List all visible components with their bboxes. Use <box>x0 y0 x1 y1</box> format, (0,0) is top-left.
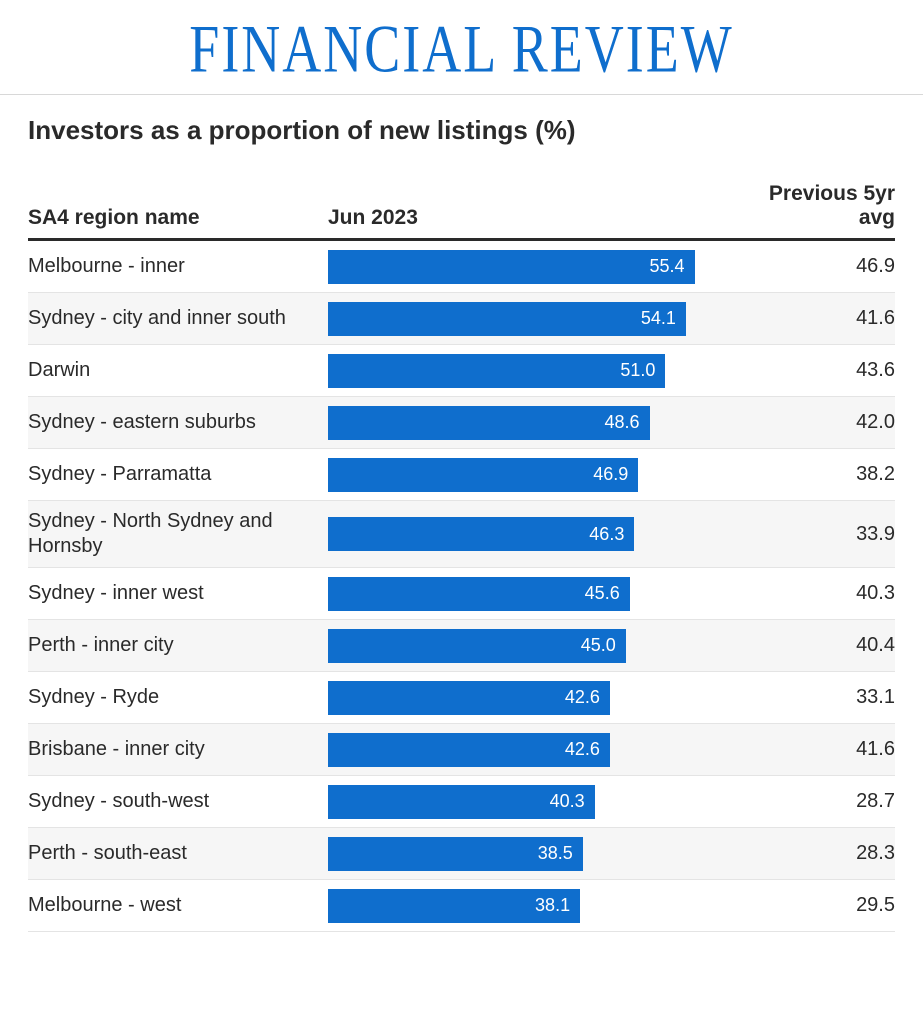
table-row: Sydney - Ryde 42.6 33.1 <box>28 672 895 724</box>
table-row: Melbourne - west 38.1 29.5 <box>28 880 895 932</box>
cell-region-name: Melbourne - inner <box>28 254 328 279</box>
cell-bar: 38.5 <box>328 837 745 871</box>
bar-value-label: 54.1 <box>641 308 676 329</box>
bar-value-label: 51.0 <box>620 360 655 381</box>
table-row: Sydney - city and inner south 54.1 41.6 <box>28 293 895 345</box>
cell-prev-avg: 28.3 <box>745 842 895 865</box>
cell-region-name: Darwin <box>28 358 328 383</box>
cell-bar: 40.3 <box>328 785 745 819</box>
cell-bar: 54.1 <box>328 302 745 336</box>
bar-value-label: 45.6 <box>585 583 620 604</box>
cell-prev-avg: 41.6 <box>745 307 895 330</box>
value-bar: 38.5 <box>328 837 583 871</box>
table-row: Sydney - south-west 40.3 28.7 <box>28 776 895 828</box>
cell-prev-avg: 33.9 <box>745 523 895 546</box>
cell-region-name: Sydney - Parramatta <box>28 462 328 487</box>
cell-bar: 38.1 <box>328 889 745 923</box>
cell-bar: 45.0 <box>328 629 745 663</box>
cell-prev-avg: 42.0 <box>745 411 895 434</box>
chart-title: Investors as a proportion of new listing… <box>28 115 895 146</box>
col-header-value: Jun 2023 <box>328 206 745 230</box>
bar-value-label: 55.4 <box>650 256 685 277</box>
table-row: Melbourne - inner 55.4 46.9 <box>28 241 895 293</box>
bar-value-label: 42.6 <box>565 739 600 760</box>
cell-bar: 46.9 <box>328 458 745 492</box>
cell-prev-avg: 38.2 <box>745 463 895 486</box>
cell-region-name: Perth - south-east <box>28 841 328 866</box>
table-row: Sydney - Parramatta 46.9 38.2 <box>28 449 895 501</box>
table-row: Brisbane - inner city 42.6 41.6 <box>28 724 895 776</box>
cell-prev-avg: 28.7 <box>745 790 895 813</box>
cell-bar: 46.3 <box>328 517 745 551</box>
bar-value-label: 40.3 <box>550 791 585 812</box>
cell-bar: 42.6 <box>328 681 745 715</box>
table-row: Darwin 51.0 43.6 <box>28 345 895 397</box>
table-header: SA4 region name Jun 2023 Previous 5yr av… <box>28 182 895 241</box>
content: Investors as a proportion of new listing… <box>0 95 923 932</box>
col-header-name: SA4 region name <box>28 206 328 230</box>
table-row: Perth - inner city 45.0 40.4 <box>28 620 895 672</box>
value-bar: 46.9 <box>328 458 638 492</box>
cell-prev-avg: 41.6 <box>745 738 895 761</box>
bar-value-label: 38.5 <box>538 843 573 864</box>
cell-bar: 55.4 <box>328 250 745 284</box>
cell-region-name: Sydney - Ryde <box>28 685 328 710</box>
value-bar: 48.6 <box>328 406 650 440</box>
bar-value-label: 46.3 <box>589 524 624 545</box>
value-bar: 55.4 <box>328 250 695 284</box>
cell-bar: 45.6 <box>328 577 745 611</box>
cell-bar: 42.6 <box>328 733 745 767</box>
value-bar: 54.1 <box>328 302 686 336</box>
table-body: Melbourne - inner 55.4 46.9 Sydney - city a… <box>28 241 895 932</box>
cell-prev-avg: 46.9 <box>745 255 895 278</box>
table-row: Sydney - inner west 45.6 40.3 <box>28 568 895 620</box>
cell-region-name: Melbourne - west <box>28 893 328 918</box>
cell-prev-avg: 29.5 <box>745 894 895 917</box>
value-bar: 42.6 <box>328 681 610 715</box>
bar-value-label: 48.6 <box>605 412 640 433</box>
col-header-avg: Previous 5yr avg <box>745 182 895 230</box>
value-bar: 38.1 <box>328 889 580 923</box>
bar-value-label: 46.9 <box>593 464 628 485</box>
bar-value-label: 45.0 <box>581 635 616 656</box>
cell-region-name: Sydney - North Sydney and Hornsby <box>28 509 328 559</box>
cell-prev-avg: 43.6 <box>745 359 895 382</box>
cell-bar: 48.6 <box>328 406 745 440</box>
bar-value-label: 38.1 <box>535 895 570 916</box>
cell-region-name: Sydney - city and inner south <box>28 306 328 331</box>
bar-value-label: 42.6 <box>565 687 600 708</box>
table-row: Perth - south-east 38.5 28.3 <box>28 828 895 880</box>
value-bar: 42.6 <box>328 733 610 767</box>
data-table: SA4 region name Jun 2023 Previous 5yr av… <box>28 182 895 932</box>
value-bar: 51.0 <box>328 354 665 388</box>
cell-region-name: Sydney - south-west <box>28 789 328 814</box>
value-bar: 46.3 <box>328 517 634 551</box>
cell-region-name: Sydney - inner west <box>28 581 328 606</box>
cell-region-name: Sydney - eastern suburbs <box>28 410 328 435</box>
value-bar: 45.0 <box>328 629 626 663</box>
table-row: Sydney - eastern suburbs 48.6 42.0 <box>28 397 895 449</box>
masthead-title: FINANCIAL REVIEW <box>189 10 733 88</box>
cell-prev-avg: 40.4 <box>745 634 895 657</box>
cell-prev-avg: 33.1 <box>745 686 895 709</box>
masthead: FINANCIAL REVIEW <box>0 0 923 95</box>
value-bar: 40.3 <box>328 785 595 819</box>
cell-region-name: Brisbane - inner city <box>28 737 328 762</box>
table-row: Sydney - North Sydney and Hornsby 46.3 33.… <box>28 501 895 568</box>
cell-bar: 51.0 <box>328 354 745 388</box>
cell-region-name: Perth - inner city <box>28 633 328 658</box>
cell-prev-avg: 40.3 <box>745 582 895 605</box>
value-bar: 45.6 <box>328 577 630 611</box>
